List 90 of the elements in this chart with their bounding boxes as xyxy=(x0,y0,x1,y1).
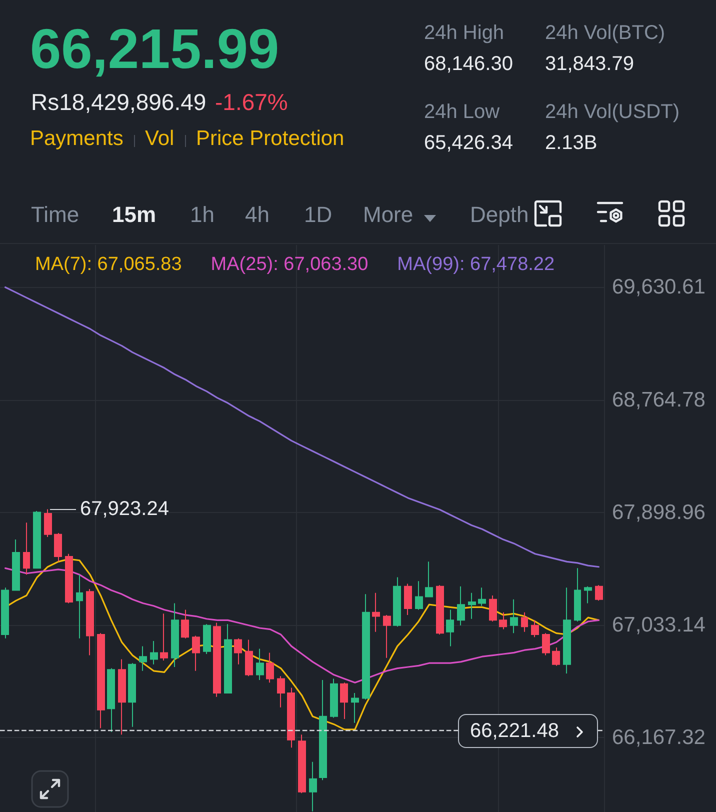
candlestick xyxy=(404,583,412,616)
candlestick xyxy=(33,510,41,569)
candlestick xyxy=(150,640,158,665)
candlestick xyxy=(1,587,9,639)
text: 68,146.30 xyxy=(424,53,513,75)
y-tick-label: 69,630.61 xyxy=(612,276,706,299)
text: 1h xyxy=(190,202,214,227)
candlestick xyxy=(552,646,560,666)
text: 31,843.79 xyxy=(545,53,634,75)
text: MA(25): 67,063.30 xyxy=(210,254,368,275)
candlestick xyxy=(234,638,242,665)
candlestick xyxy=(23,522,30,576)
y-tick-label: 67,898.96 xyxy=(612,500,706,524)
candlestick xyxy=(574,568,581,622)
candlestick xyxy=(595,584,603,602)
candlestick xyxy=(542,632,550,656)
text: Time xyxy=(31,202,80,227)
candlestick xyxy=(118,658,126,736)
candlestick xyxy=(224,624,232,694)
text: 65,426.34 xyxy=(424,132,513,154)
candlestick xyxy=(499,612,507,630)
ref-line-label: 66,221.48 xyxy=(470,720,559,742)
line-series xyxy=(4,567,600,684)
candlestick xyxy=(76,574,83,639)
candlestick xyxy=(160,613,168,661)
candlestick xyxy=(298,734,306,794)
text: Vol xyxy=(145,127,174,150)
candlestick xyxy=(256,648,264,681)
candlestick xyxy=(446,609,454,647)
candlestick xyxy=(277,676,285,708)
candlestick xyxy=(171,602,179,668)
text: Payments xyxy=(30,127,124,150)
annotation: 67,923.24 xyxy=(80,498,169,520)
candlestick xyxy=(415,580,423,610)
candlestick xyxy=(457,586,465,626)
candlestick xyxy=(287,687,295,748)
text: -1.67% xyxy=(215,89,288,115)
candlestick xyxy=(139,646,147,672)
candlestick xyxy=(12,539,20,591)
candlestick xyxy=(319,680,327,781)
text: 1D xyxy=(304,202,332,227)
candlestick xyxy=(128,662,136,728)
candlestick xyxy=(531,620,539,638)
candlestick xyxy=(107,668,115,733)
candlestick xyxy=(65,553,73,604)
text: Rs18,429,896.49 xyxy=(31,89,206,115)
candlestick xyxy=(521,612,528,632)
candlestick xyxy=(584,586,592,604)
candlestick xyxy=(309,761,317,812)
y-tick-label: 66,167.32 xyxy=(612,726,706,750)
candlestick xyxy=(425,561,433,598)
candlestick xyxy=(563,587,571,674)
candlestick xyxy=(489,594,497,622)
candlestick xyxy=(330,678,338,718)
candlestick xyxy=(468,592,476,620)
candlestick xyxy=(340,682,348,720)
line-series xyxy=(4,286,600,568)
candlestick xyxy=(97,632,105,729)
candlestick xyxy=(44,508,52,538)
text: 2.13B xyxy=(545,132,598,154)
candlestick xyxy=(510,598,518,634)
y-tick-label: 68,764.78 xyxy=(612,388,706,412)
text: 4h xyxy=(245,202,270,227)
candlestick xyxy=(245,639,253,677)
candlestick xyxy=(203,624,211,654)
candlestick xyxy=(213,622,221,698)
text: MA(99): 67,478.22 xyxy=(397,254,555,275)
candlestick xyxy=(86,588,94,656)
chart-title: 66,215.99 xyxy=(30,17,280,80)
candlestick xyxy=(192,635,200,672)
text: Depth xyxy=(470,202,529,227)
text: 15m xyxy=(112,202,156,227)
text: 24h High xyxy=(424,22,504,44)
text: 24h Vol(USDT) xyxy=(545,101,680,123)
candlestick xyxy=(181,609,189,639)
candlestick xyxy=(266,652,274,684)
text: Price Protection xyxy=(196,127,344,150)
candlestick xyxy=(362,594,370,700)
candlestick xyxy=(383,614,391,658)
candlestick xyxy=(54,532,62,562)
text: 24h Low xyxy=(424,101,500,123)
text: More xyxy=(363,202,414,227)
candlestick xyxy=(372,592,380,632)
y-tick-label: 67,033.14 xyxy=(612,613,706,636)
candlestick xyxy=(351,692,359,724)
candlestick xyxy=(436,584,444,635)
candlestick xyxy=(478,587,486,606)
text: MA(7): 67,065.83 xyxy=(35,254,182,275)
text: 24h Vol(BTC) xyxy=(545,22,666,44)
candlestick xyxy=(393,576,401,628)
